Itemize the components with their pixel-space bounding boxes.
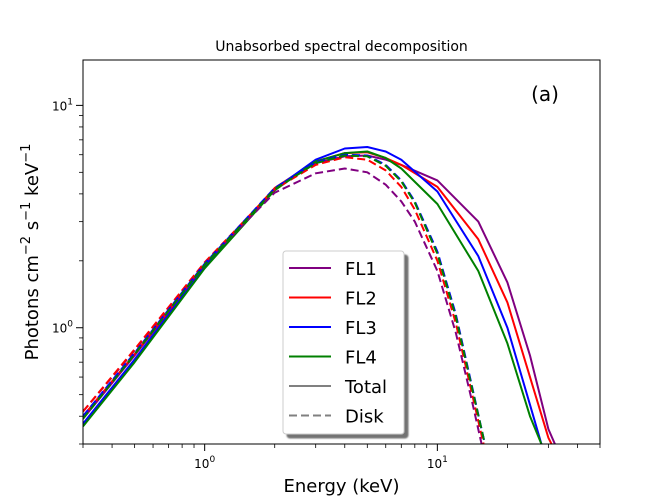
series-fl1-disk: [83, 167, 483, 444]
legend-label-fl3: FL3: [345, 318, 377, 339]
x-tick-label: 100: [194, 455, 215, 471]
legend-box: [282, 250, 405, 435]
legend: FL1 FL2 FL3 FL4 Total Disk: [282, 250, 405, 435]
series-fl4-total: [83, 150, 543, 444]
x-tick-label: 101: [427, 455, 448, 471]
series-fl4-disk: [83, 154, 486, 444]
y-tick-label: 101: [52, 97, 73, 113]
panel-annotation: (a): [531, 82, 559, 106]
legend-label-fl4: FL4: [345, 348, 377, 369]
legend-label-total: Total: [344, 377, 387, 398]
legend-label-fl2: FL2: [345, 289, 377, 310]
y-tick-label: 100: [52, 320, 73, 336]
legend-label-fl1: FL1: [345, 259, 377, 280]
ticks-layer: 100 101 100 101: [52, 97, 601, 471]
chart-title: Unabsorbed spectral decomposition: [215, 39, 468, 55]
series-fl2-disk: [83, 156, 485, 444]
x-axis-label: Energy (keV): [284, 476, 400, 497]
series-layer: [83, 146, 556, 444]
legend-label-disk: Disk: [345, 407, 384, 428]
y-axis-label: Photons cm−2 s−1 keV−1: [19, 144, 43, 361]
plot-frame: [82, 59, 601, 445]
